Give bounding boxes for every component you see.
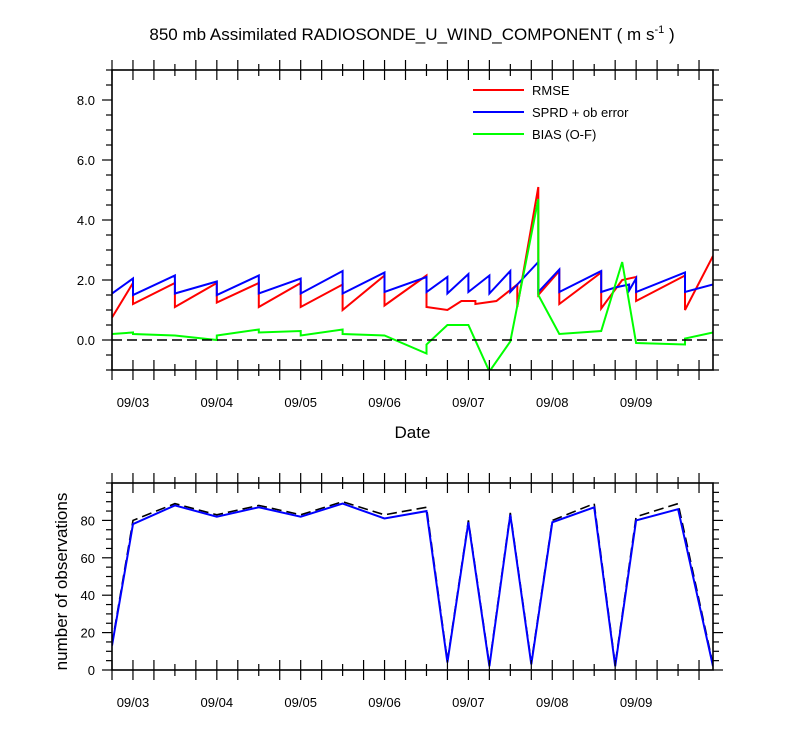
top-panel-ytick-label: 4.0 (77, 213, 95, 228)
top-panel-xtick-label: 09/08 (536, 395, 569, 410)
bottom-panel-xtick-label: 09/08 (536, 695, 569, 710)
top-panel: 0.0 2.0 4.0 6.0 8.0 09/03 09/04 09/05 09/06 09/07… (77, 60, 723, 442)
bottom-panel-xtick-label: 09/07 (452, 695, 485, 710)
bottom-panel-series-assimilated-observations (112, 502, 713, 667)
bottom-panel-xtick-label: 09/09 (620, 695, 653, 710)
top-panel-xtick-label: 09/09 (620, 395, 653, 410)
top-panel-series-bias-o-f (112, 198, 713, 370)
top-panel-xtick-label: 09/06 (368, 395, 401, 410)
top-panel-series-rmse (112, 186, 713, 319)
top-panel-xtick-label: 09/04 (201, 395, 234, 410)
chart-title-prefix: 850 mb Assimilated RADIOSONDE_U_WIND_COM… (149, 25, 654, 44)
bottom-panel: 0 20 40 60 80 09/03 09/04 09/05 09/06 09/07 09/08 0… (52, 473, 723, 710)
top-panel-ytick-label: 8.0 (77, 93, 95, 108)
legend-label: RMSE (532, 83, 570, 98)
top-panel-xtick-label: 09/07 (452, 395, 485, 410)
chart-title-suffix: ) (664, 25, 674, 44)
bottom-panel-xtick-label: 09/05 (284, 695, 317, 710)
bottom-panel-ytick-label: 80 (81, 513, 95, 528)
top-panel-ytick-label: 6.0 (77, 153, 95, 168)
top-panel-ytick-label: 2.0 (77, 273, 95, 288)
top-panel-xtick-label: 09/05 (284, 395, 317, 410)
bottom-panel-series-possible-observations (112, 500, 713, 665)
legend-label: BIAS (O-F) (532, 127, 596, 142)
top-panel-xlabel: Date (395, 423, 431, 442)
chart-title-superscript: -1 (654, 24, 664, 36)
bottom-panel-xtick-label: 09/03 (117, 695, 150, 710)
bottom-panel-ytick-label: 40 (81, 588, 95, 603)
bottom-panel-ylabel: number of observations (52, 493, 71, 671)
top-panel-series-sprd-ob-error (112, 259, 713, 297)
legend-label: SPRD + ob error (532, 105, 629, 120)
bottom-panel-xtick-label: 09/04 (201, 695, 234, 710)
chart-title: 850 mb Assimilated RADIOSONDE_U_WIND_COM… (149, 24, 674, 44)
top-panel-xtick-label: 09/03 (117, 395, 150, 410)
bottom-panel-ytick-label: 60 (81, 551, 95, 566)
top-panel-legend: RMSE SPRD + ob error BIAS (O-F) (473, 83, 629, 142)
bottom-panel-xtick-label: 09/06 (368, 695, 401, 710)
bottom-panel-ytick-label: 0 (88, 663, 95, 678)
top-panel-ytick-label: 0.0 (77, 333, 95, 348)
bottom-panel-ytick-label: 20 (81, 626, 95, 641)
